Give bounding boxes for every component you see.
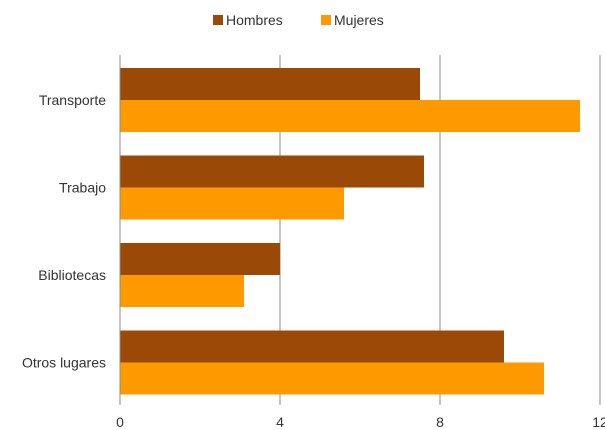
category-label-otros-lugares: Otros lugares [22, 355, 106, 371]
bar-mujeres-bibliotecas [120, 275, 244, 307]
x-tick-labels: 0 4 8 12 [116, 414, 605, 430]
category-label-transporte: Transporte [39, 92, 106, 108]
bar-mujeres-trabajo [120, 187, 344, 220]
category-labels: Transporte Trabajo Bibliotecas Otros lugare… [22, 92, 106, 371]
category-label-bibliotecas: Bibliotecas [38, 267, 106, 283]
legend-label-hombres: Hombres [226, 12, 283, 28]
legend-label-mujeres: Mujeres [334, 12, 384, 28]
x-tick-label-4: 4 [276, 414, 284, 430]
category-label-trabajo: Trabajo [59, 180, 106, 196]
bar-hombres-bibliotecas [120, 243, 280, 275]
x-tick-label-0: 0 [116, 414, 124, 430]
bar-hombres-trabajo [120, 155, 424, 188]
legend-swatch-mujeres [321, 15, 331, 25]
x-tick-label-8: 8 [436, 414, 444, 430]
legend-swatch-hombres [213, 15, 223, 25]
legend: Hombres Mujeres [213, 12, 384, 28]
x-tick-label-12: 12 [592, 414, 605, 430]
bar-mujeres-otros-lugares [120, 362, 544, 395]
bar-mujeres-transporte [120, 100, 580, 132]
bar-hombres-otros-lugares [120, 330, 504, 363]
bars [120, 68, 580, 395]
bar-hombres-transporte [120, 68, 420, 100]
